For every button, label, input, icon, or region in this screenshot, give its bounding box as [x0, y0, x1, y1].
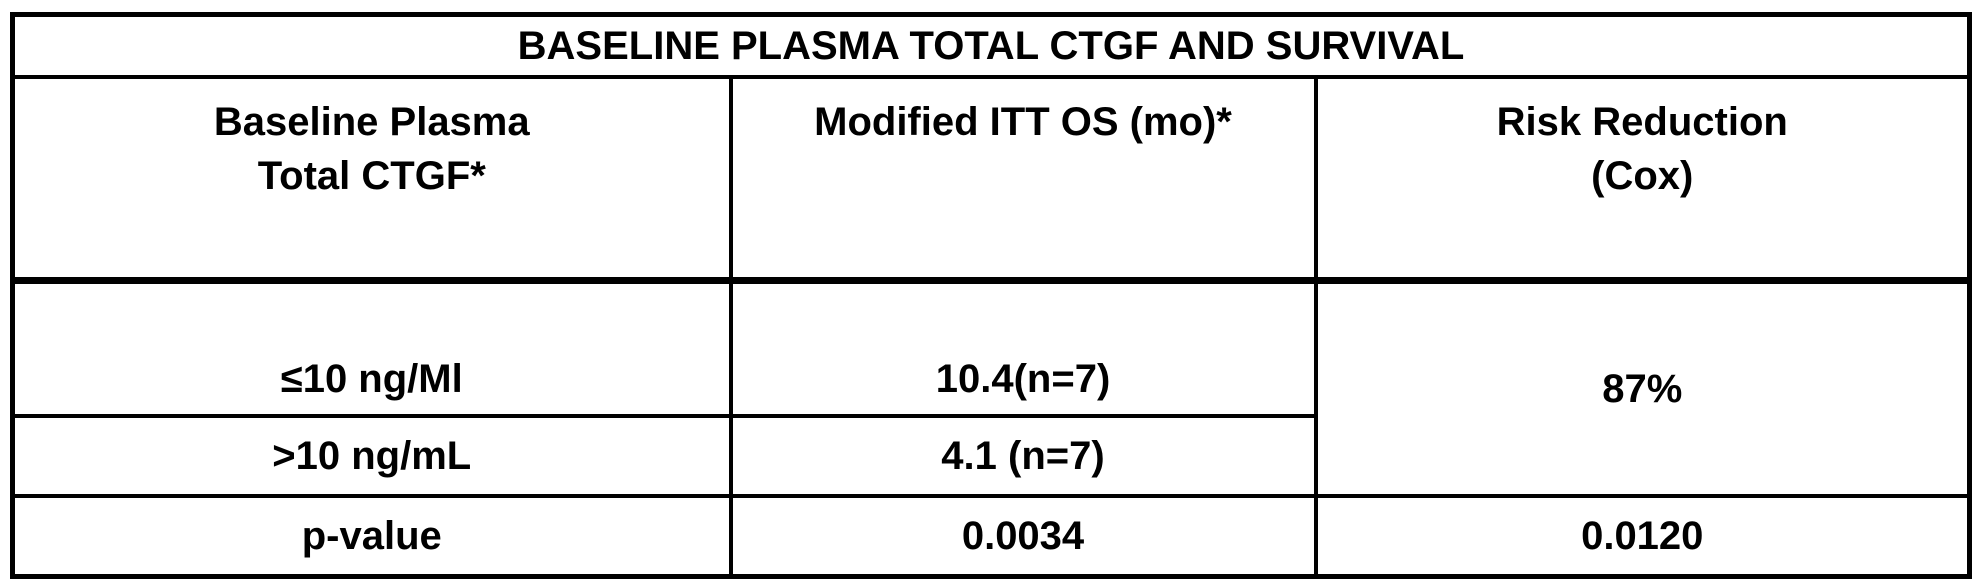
- header-line: (Cox): [1591, 154, 1694, 198]
- header-line: Total CTGF*: [257, 154, 486, 198]
- cell-pvalue-label: p-value: [10, 494, 733, 579]
- table-row-high-ctgf: >10 ng/mL 4.1 (n=7): [10, 414, 1970, 498]
- cell-pvalue-cox: 0.0120: [1313, 494, 1972, 579]
- table-header-row: Baseline Plasma Total CTGF* Modified ITT…: [10, 75, 1972, 284]
- table-title: BASELINE PLASMA TOTAL CTGF AND SURVIVAL: [10, 12, 1972, 79]
- table-row-low-ctgf: ≤10 ng/Ml 10.4(n=7) 87%: [10, 278, 1972, 498]
- header-risk-reduction-cox: Risk Reduction (Cox): [1313, 75, 1972, 284]
- header-line: Modified ITT OS (mo)*: [814, 100, 1232, 144]
- ctgf-survival-table: BASELINE PLASMA TOTAL CTGF AND SURVIVAL …: [10, 12, 1972, 579]
- header-baseline-plasma-total-ctgf: Baseline Plasma Total CTGF*: [10, 75, 733, 284]
- cell-high-ctgf-label: >10 ng/mL: [10, 414, 733, 498]
- header-modified-itt-os: Modified ITT OS (mo)*: [728, 75, 1318, 284]
- cell-pvalue-os: 0.0034: [728, 494, 1318, 579]
- table-row-pvalue: p-value 0.0034 0.0120: [10, 494, 1972, 579]
- cell-low-ctgf-os: 10.4(n=7): [728, 278, 1318, 418]
- cell-high-ctgf-os: 4.1 (n=7): [728, 414, 1318, 498]
- header-line: Baseline Plasma: [213, 100, 530, 144]
- cell-low-ctgf-label: ≤10 ng/Ml: [10, 278, 733, 418]
- cell-risk-reduction: 87%: [1313, 278, 1972, 498]
- table-title-row: BASELINE PLASMA TOTAL CTGF AND SURVIVAL: [10, 12, 1972, 79]
- header-line: Risk Reduction: [1496, 100, 1788, 144]
